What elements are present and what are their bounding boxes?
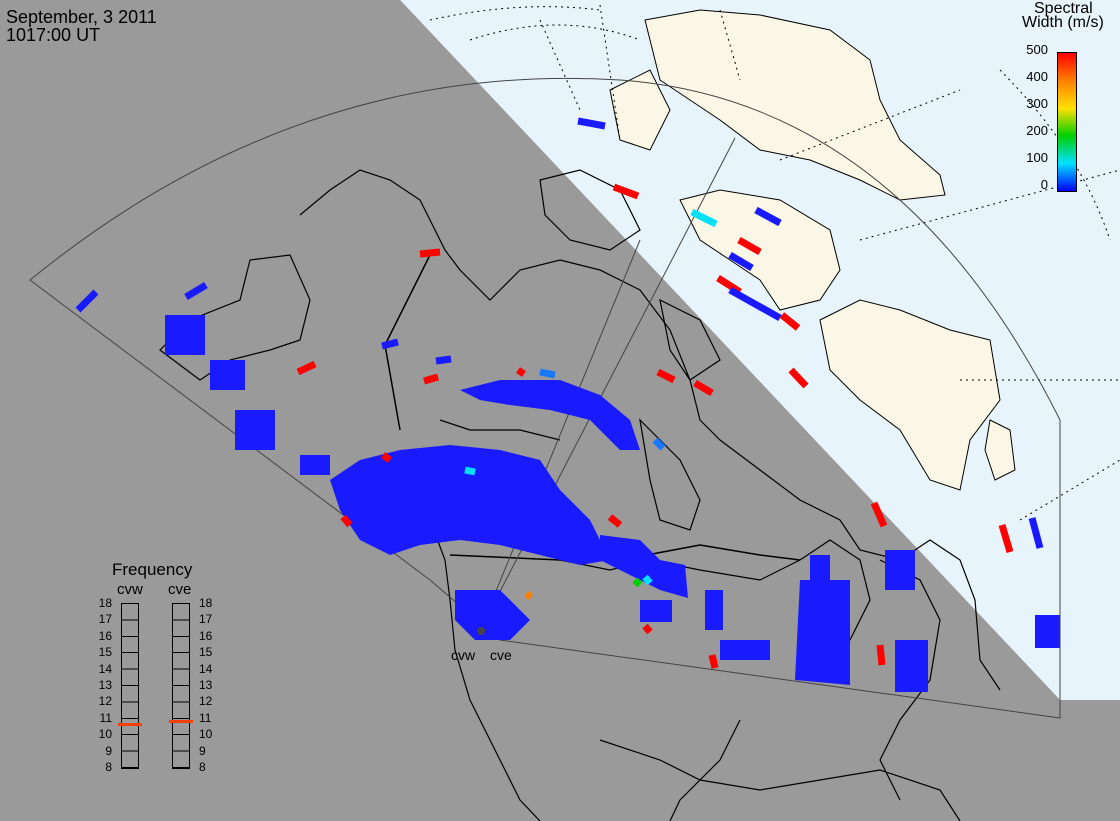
frequency-tick-label: 15 (199, 645, 213, 660)
frequency-tick-label: 17 (98, 612, 112, 627)
frequency-scale-cve (172, 603, 190, 769)
map-time: 1017:00 UT (6, 25, 101, 45)
backscatter-streaks (75, 117, 1044, 669)
frequency-tick-label: 11 (99, 710, 112, 725)
frequency-tick-label: 10 (199, 727, 213, 742)
frequency-indicator-cvw (118, 723, 142, 727)
map-date: September, 3 2011 (6, 7, 157, 27)
frequency-tick-label: 8 (199, 760, 206, 774)
frequency-tick-label: 17 (199, 612, 213, 627)
frequency-tick-label: 14 (98, 661, 112, 676)
night-region (0, 0, 1060, 821)
frequency-tick-label: 11 (199, 710, 212, 725)
frequency-tick-label: 16 (199, 628, 213, 643)
site-label-cvw: cvw (451, 647, 476, 663)
radar-fov-outline (29, 77, 1061, 719)
frequency-tick-label: 18 (98, 596, 112, 610)
radar-site-marker (477, 627, 485, 635)
day-land-greenland (644, 9, 946, 201)
day-land-labrador (819, 299, 1001, 491)
frequency-tick-label: 9 (199, 743, 206, 758)
frequency-tick-label: 14 (199, 661, 213, 676)
colorbar (1057, 52, 1077, 192)
frequency-tick-label: 16 (98, 628, 112, 643)
site-label-cve: cve (490, 647, 512, 663)
frequency-tick-label: 13 (98, 678, 112, 692)
frequency-scale-cvw (121, 603, 139, 769)
frequency-tick-label: 13 (199, 678, 213, 692)
day-land-newfoundland (984, 419, 1016, 481)
colorbar-tick-label: 100 (1026, 150, 1048, 165)
colorbar-tick-label: 0 (1040, 177, 1048, 192)
frequency-tick-label: 9 (105, 743, 112, 758)
frequency-radar-label-cve: cve (168, 581, 192, 598)
frequency-tick-label: 15 (98, 645, 112, 660)
colorbar-tick-label: 300 (1026, 96, 1048, 111)
grid-lines (429, 4, 1120, 521)
frequency-tick-label: 12 (199, 694, 213, 709)
colorbar-tick-label: 200 (1026, 123, 1048, 138)
frequency-indicator-cve (169, 720, 193, 724)
colorbar-tick-label: 500 (1026, 42, 1048, 57)
colorbar-title-line1: Spectral (1034, 0, 1093, 17)
frequency-tick-label: 8 (105, 760, 112, 774)
frequency-tick-label: 10 (98, 727, 112, 742)
frequency-title: Frequency (112, 560, 193, 579)
colorbar-title-line2: Width (m/s) (1022, 14, 1104, 31)
frequency-tick-label: 12 (98, 694, 112, 709)
colorbar-tick-label: 400 (1026, 69, 1048, 84)
frequency-radar-label-cvw: cvw (117, 581, 143, 598)
frequency-tick-label: 18 (199, 596, 213, 610)
backscatter-cells (165, 315, 1060, 692)
